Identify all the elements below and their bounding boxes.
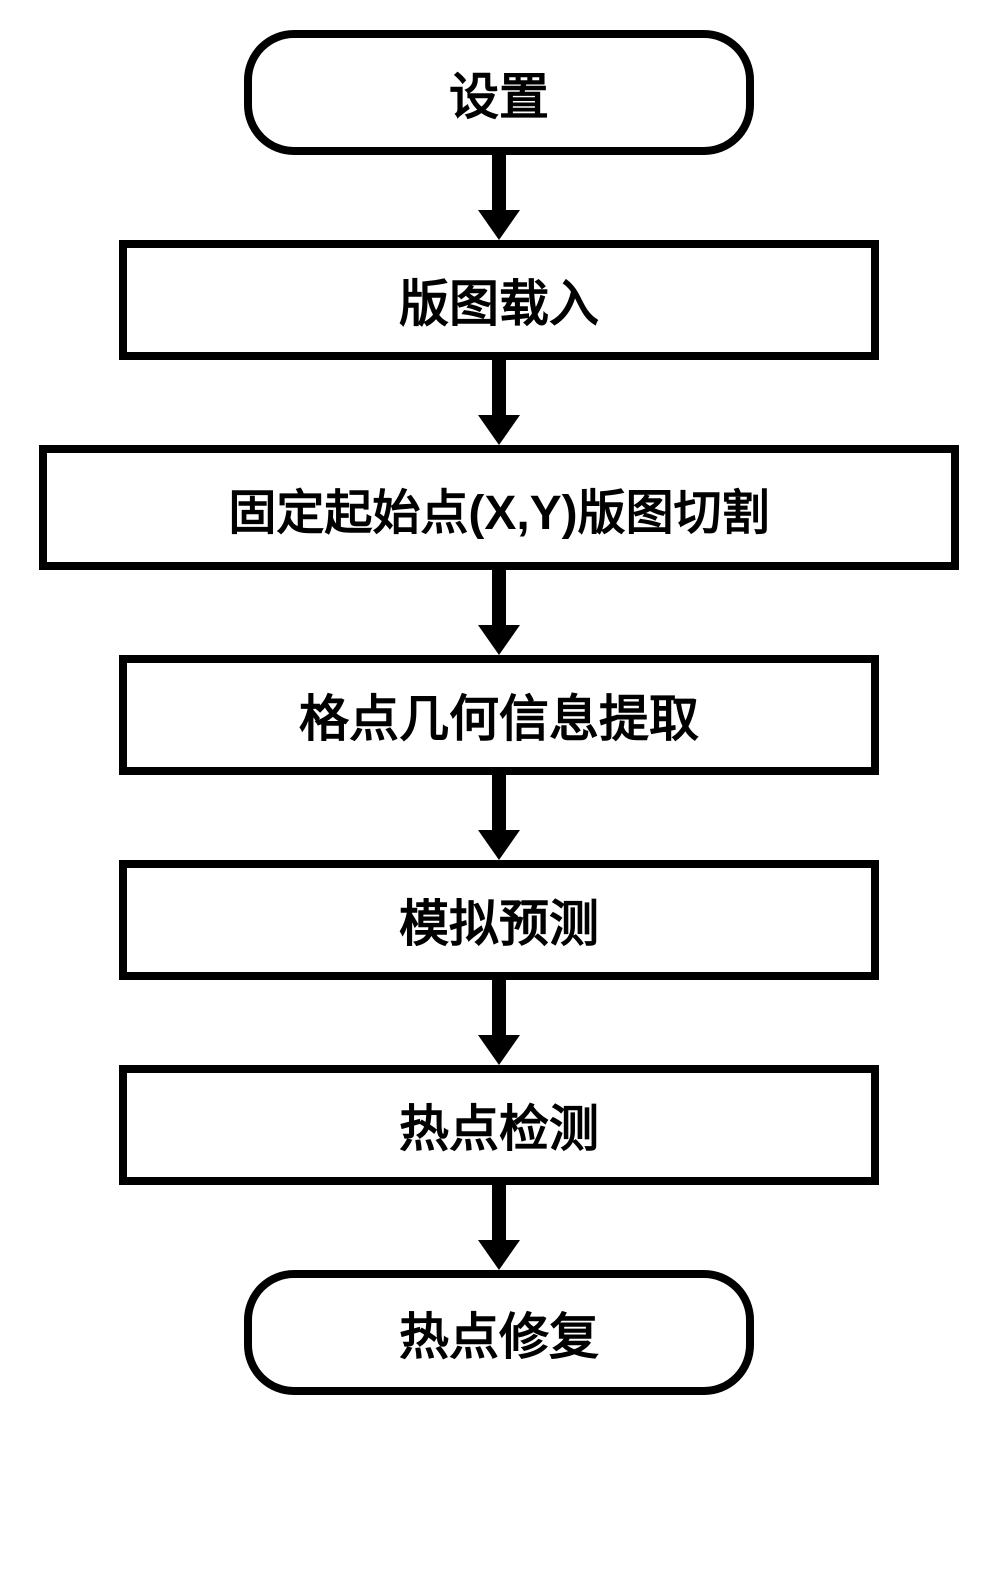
flow-node-simulation-prediction: 模拟预测 — [119, 860, 879, 980]
flow-node-grid-geometry-extract: 格点几何信息提取 — [119, 655, 879, 775]
node-label: 热点检测 — [399, 1089, 599, 1161]
down-arrow-icon — [474, 1185, 524, 1270]
flow-node-hotspot-detection: 热点检测 — [119, 1065, 879, 1185]
flow-node-hotspot-repair: 热点修复 — [244, 1270, 754, 1395]
node-label: 格点几何信息提取 — [299, 679, 699, 751]
arrow — [474, 980, 524, 1065]
down-arrow-icon — [474, 775, 524, 860]
down-arrow-icon — [474, 570, 524, 655]
down-arrow-icon — [474, 980, 524, 1065]
arrow — [474, 360, 524, 445]
down-arrow-icon — [474, 360, 524, 445]
node-label: 设置 — [449, 57, 549, 129]
node-label: 热点修复 — [399, 1297, 599, 1369]
node-label: 固定起始点(X,Y)版图切割 — [228, 473, 769, 543]
flow-node-layout-load: 版图载入 — [119, 240, 879, 360]
down-arrow-icon — [474, 155, 524, 240]
arrow — [474, 1185, 524, 1270]
arrow — [474, 155, 524, 240]
flow-node-fixed-start-cut: 固定起始点(X,Y)版图切割 — [39, 445, 959, 570]
node-label: 版图载入 — [399, 264, 599, 336]
flowchart-container: 设置 版图载入 固定起始点(X,Y)版图切割 格点几何信息提取 — [39, 30, 959, 1395]
arrow — [474, 775, 524, 860]
arrow — [474, 570, 524, 655]
flow-node-setup: 设置 — [244, 30, 754, 155]
node-label: 模拟预测 — [399, 884, 599, 956]
